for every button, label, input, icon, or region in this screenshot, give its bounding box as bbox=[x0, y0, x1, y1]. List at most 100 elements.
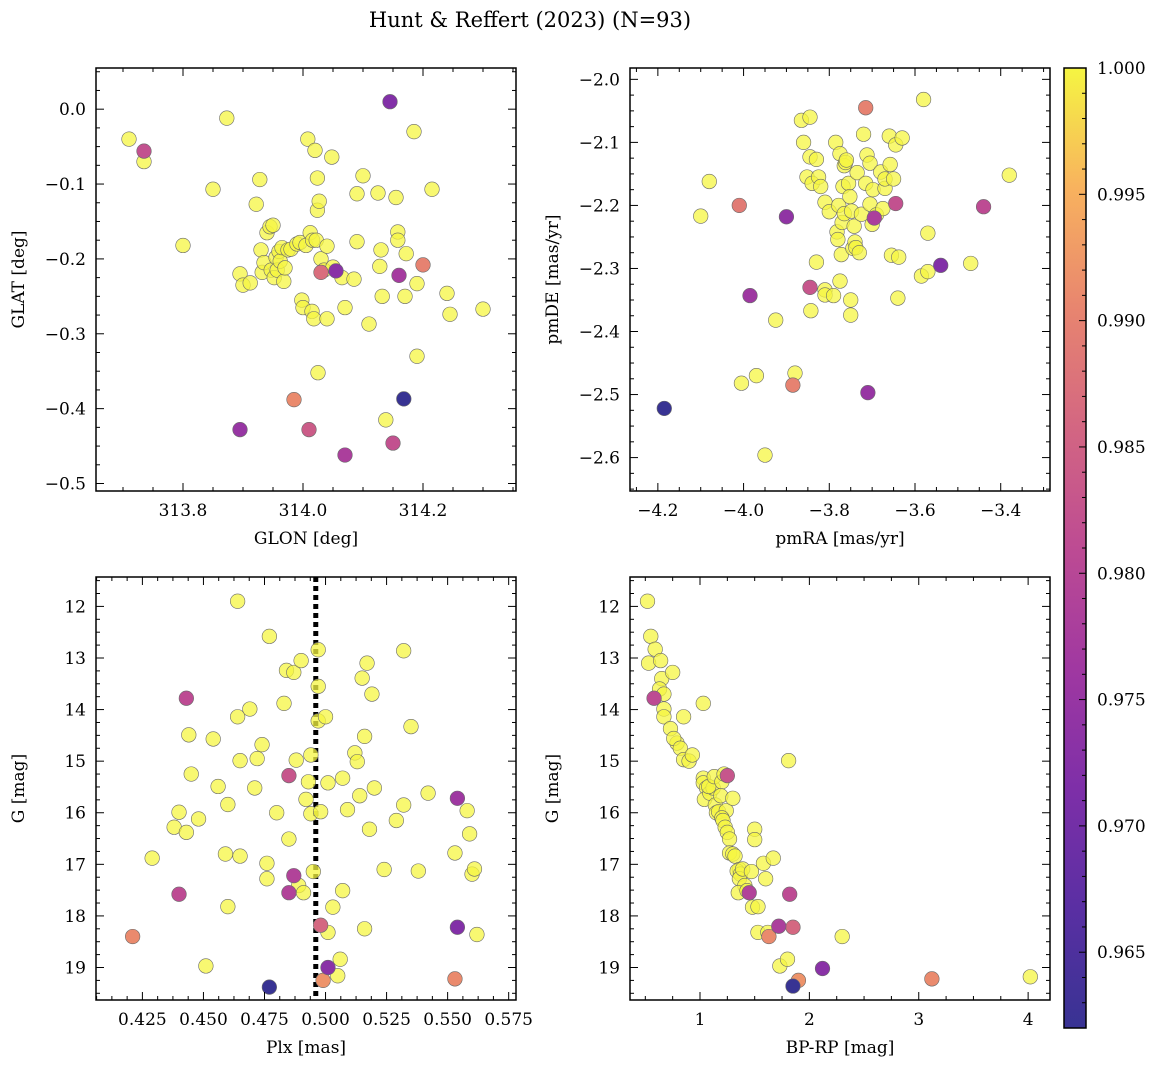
y-tick-label: 15 bbox=[598, 752, 620, 772]
scatter-point bbox=[888, 195, 904, 212]
scatter-point bbox=[198, 958, 214, 974]
scatter-point bbox=[121, 131, 137, 147]
scatter-point bbox=[300, 774, 317, 790]
scatter-point bbox=[310, 642, 326, 658]
x-axis-label: Plx [mas] bbox=[266, 1038, 346, 1058]
scatter-point bbox=[357, 921, 373, 937]
scatter-point bbox=[349, 754, 365, 770]
scatter-point bbox=[785, 978, 801, 994]
scatter-point bbox=[171, 804, 187, 820]
scatter-point bbox=[721, 831, 738, 847]
x-tick-label: 313.8 bbox=[159, 501, 208, 521]
scatter-point bbox=[247, 780, 263, 796]
scatter-point bbox=[832, 273, 848, 289]
scatter-point bbox=[860, 385, 876, 401]
scatter-point bbox=[286, 868, 302, 884]
scatter-point bbox=[295, 885, 312, 901]
scatter-point bbox=[725, 790, 741, 806]
x-tick-label: 314.2 bbox=[399, 501, 448, 521]
scatter-point bbox=[830, 231, 846, 248]
scatter-point bbox=[851, 245, 867, 261]
scatter-point bbox=[846, 218, 862, 234]
scatter-point bbox=[656, 709, 672, 725]
y-tick-label: 17 bbox=[64, 855, 86, 875]
scatter-point bbox=[639, 593, 656, 609]
y-tick-label: 13 bbox=[598, 649, 620, 669]
scatter-point bbox=[248, 196, 264, 212]
scatter-point bbox=[813, 178, 829, 195]
scatter-point bbox=[733, 375, 750, 391]
scatter-point bbox=[335, 770, 351, 786]
scatter-point bbox=[894, 130, 910, 146]
y-tick-label: −2.5 bbox=[579, 386, 620, 406]
y-tick-label: 16 bbox=[598, 804, 620, 824]
scatter-point bbox=[190, 811, 207, 827]
scatter-point bbox=[230, 709, 246, 725]
scatter-point bbox=[388, 189, 404, 206]
scatter-point bbox=[357, 728, 373, 745]
scatter-point bbox=[866, 210, 882, 226]
scatter-point bbox=[825, 287, 842, 304]
scatter-point bbox=[210, 778, 226, 795]
x-tick-label: 2 bbox=[804, 1010, 815, 1030]
scatter-point bbox=[269, 805, 285, 821]
scatter-point bbox=[311, 193, 327, 209]
x-tick-label: −3.4 bbox=[980, 501, 1021, 521]
scatter-point bbox=[175, 237, 191, 254]
scatter-point bbox=[324, 149, 340, 165]
scatter-point bbox=[391, 267, 407, 283]
y-tick-label: −2.2 bbox=[579, 196, 620, 216]
scatter-point bbox=[361, 316, 377, 332]
axes-frame bbox=[95, 67, 517, 492]
colorbar-gradient bbox=[1064, 68, 1086, 1028]
y-axis-label: G [mag] bbox=[543, 754, 563, 823]
scatter-point bbox=[915, 91, 932, 108]
scatter-point bbox=[757, 447, 773, 463]
scatter-point bbox=[346, 271, 362, 287]
scatter-point bbox=[385, 435, 401, 451]
scatter-point bbox=[261, 628, 277, 644]
scatter-point bbox=[743, 863, 760, 880]
scatter-point bbox=[843, 292, 859, 308]
scatter-point bbox=[366, 780, 382, 796]
y-tick-label: 0.0 bbox=[59, 100, 86, 120]
scatter-point bbox=[319, 238, 335, 254]
colorbar: 1.000 0.995 0.990 0.985 0.980 0.975 0.970 0.965 bbox=[1063, 59, 1146, 1029]
scatter-point bbox=[771, 918, 787, 934]
scatter-point bbox=[309, 170, 326, 186]
scatter-point bbox=[849, 165, 865, 181]
scatter-point bbox=[217, 846, 234, 862]
scatter-point bbox=[920, 225, 936, 241]
scatter-point bbox=[242, 701, 258, 717]
scatter-point bbox=[249, 750, 265, 767]
scatter-point bbox=[462, 826, 478, 842]
scatter-point bbox=[254, 737, 270, 753]
scatter-point bbox=[376, 861, 392, 878]
scatter-point bbox=[693, 208, 709, 224]
scatter-point bbox=[833, 247, 849, 263]
scatter-point bbox=[337, 447, 353, 463]
scatter-point bbox=[359, 655, 375, 671]
scatter-point bbox=[144, 850, 160, 866]
scatter-point bbox=[719, 767, 735, 784]
colorbar-tick-label: 0.995 bbox=[1097, 185, 1146, 205]
scatter-point bbox=[653, 652, 669, 669]
scatter-point bbox=[349, 186, 365, 202]
scatter-point bbox=[778, 209, 795, 225]
y-axis-label: GLAT [deg] bbox=[9, 230, 29, 328]
scatter-point bbox=[785, 919, 801, 935]
scatter-point bbox=[742, 287, 758, 304]
scatter-point bbox=[885, 171, 902, 187]
scatter-point bbox=[276, 273, 292, 289]
scatter-point bbox=[963, 255, 979, 272]
scatter-point bbox=[758, 871, 774, 887]
scatter-point bbox=[307, 142, 323, 158]
scatter-point bbox=[261, 979, 277, 995]
scatter-point bbox=[330, 968, 346, 984]
scatter-point bbox=[313, 804, 329, 820]
scatter-point bbox=[920, 264, 936, 280]
scatter-point bbox=[449, 790, 466, 806]
x-axis-label: GLON [deg] bbox=[254, 529, 358, 549]
colorbar-tick-label: 0.980 bbox=[1097, 564, 1146, 584]
scatter-point bbox=[178, 824, 194, 840]
